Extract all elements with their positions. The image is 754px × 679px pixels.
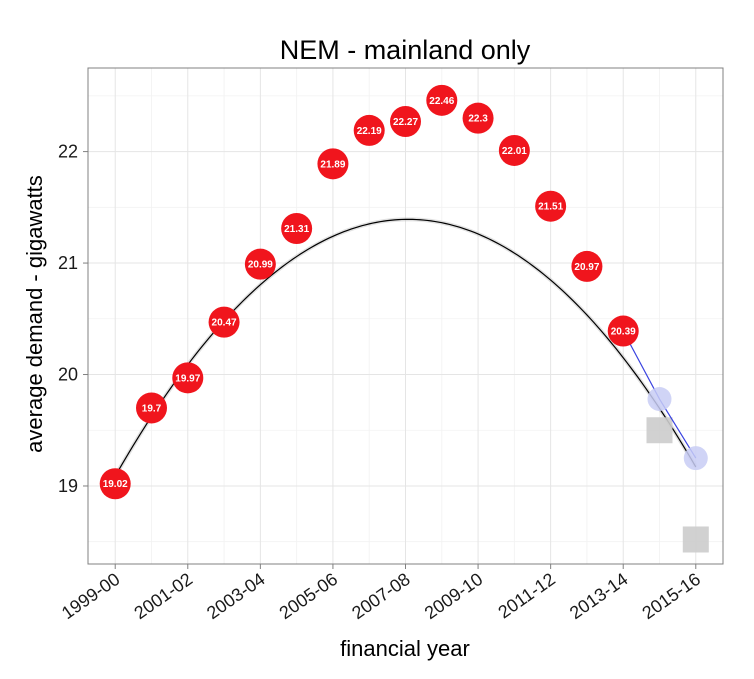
data-label: 22.46 [429, 96, 454, 107]
data-point [281, 213, 313, 245]
x-tick-label: 2015-16 [638, 569, 704, 623]
x-tick-label: 2005-06 [276, 569, 342, 623]
plot-area: 19 20 21 22 1999-00 2001-02 2003-04 2005-06 2007… [58, 67, 724, 623]
data-point [462, 102, 494, 134]
forecast-circle-point [683, 446, 708, 471]
trend-line [114, 218, 697, 477]
data-label: 20.99 [248, 260, 273, 271]
data-point [99, 468, 131, 500]
data-label: 19.7 [142, 403, 162, 414]
data-label: 22.01 [502, 146, 527, 157]
forecast-square-point [682, 526, 709, 553]
data-label: 19.02 [103, 479, 128, 490]
data-label: 19.97 [175, 373, 200, 384]
data-point [317, 148, 349, 180]
data-point [353, 114, 385, 146]
x-tick-label: 2009-10 [421, 569, 487, 623]
data-label: 21.89 [320, 159, 345, 170]
x-tick-label: 1999-00 [58, 569, 124, 623]
data-label: 21.51 [538, 202, 563, 213]
data-point [244, 248, 276, 280]
y-tick-label: 20 [58, 365, 78, 385]
x-tick-label: 2003-04 [203, 569, 269, 623]
data-point [208, 306, 240, 338]
chart-title: NEM - mainland only [280, 35, 531, 65]
y-tick-label: 19 [58, 476, 78, 496]
x-tick-label: 2011-12 [494, 569, 558, 623]
data-point [571, 250, 603, 282]
x-tick-label: 2007-08 [348, 569, 414, 623]
data-label: 22.27 [393, 117, 418, 128]
data-point [426, 84, 458, 116]
forecast-square-point [646, 417, 673, 444]
data-label: 20.47 [212, 318, 237, 329]
y-tick-label: 21 [58, 253, 78, 273]
y-axis-title: average demand - gigawatts [22, 175, 47, 453]
data-point [172, 362, 204, 394]
x-tick-label: 2013-14 [566, 569, 632, 623]
data-point [136, 392, 167, 424]
data-point [535, 190, 567, 222]
data-point [498, 134, 530, 166]
x-tick-label: 2001-02 [130, 569, 196, 623]
data-point [607, 315, 639, 347]
data-label: 22.19 [357, 126, 382, 137]
x-axis-title: financial year [340, 636, 470, 661]
data-point [390, 106, 421, 138]
forecast-circle-point [647, 387, 672, 412]
data-label: 20.97 [574, 262, 599, 273]
data-label: 22.3 [468, 114, 488, 125]
data-label: 20.39 [611, 327, 636, 338]
y-tick-label: 22 [58, 142, 78, 162]
data-label: 21.31 [284, 224, 309, 235]
